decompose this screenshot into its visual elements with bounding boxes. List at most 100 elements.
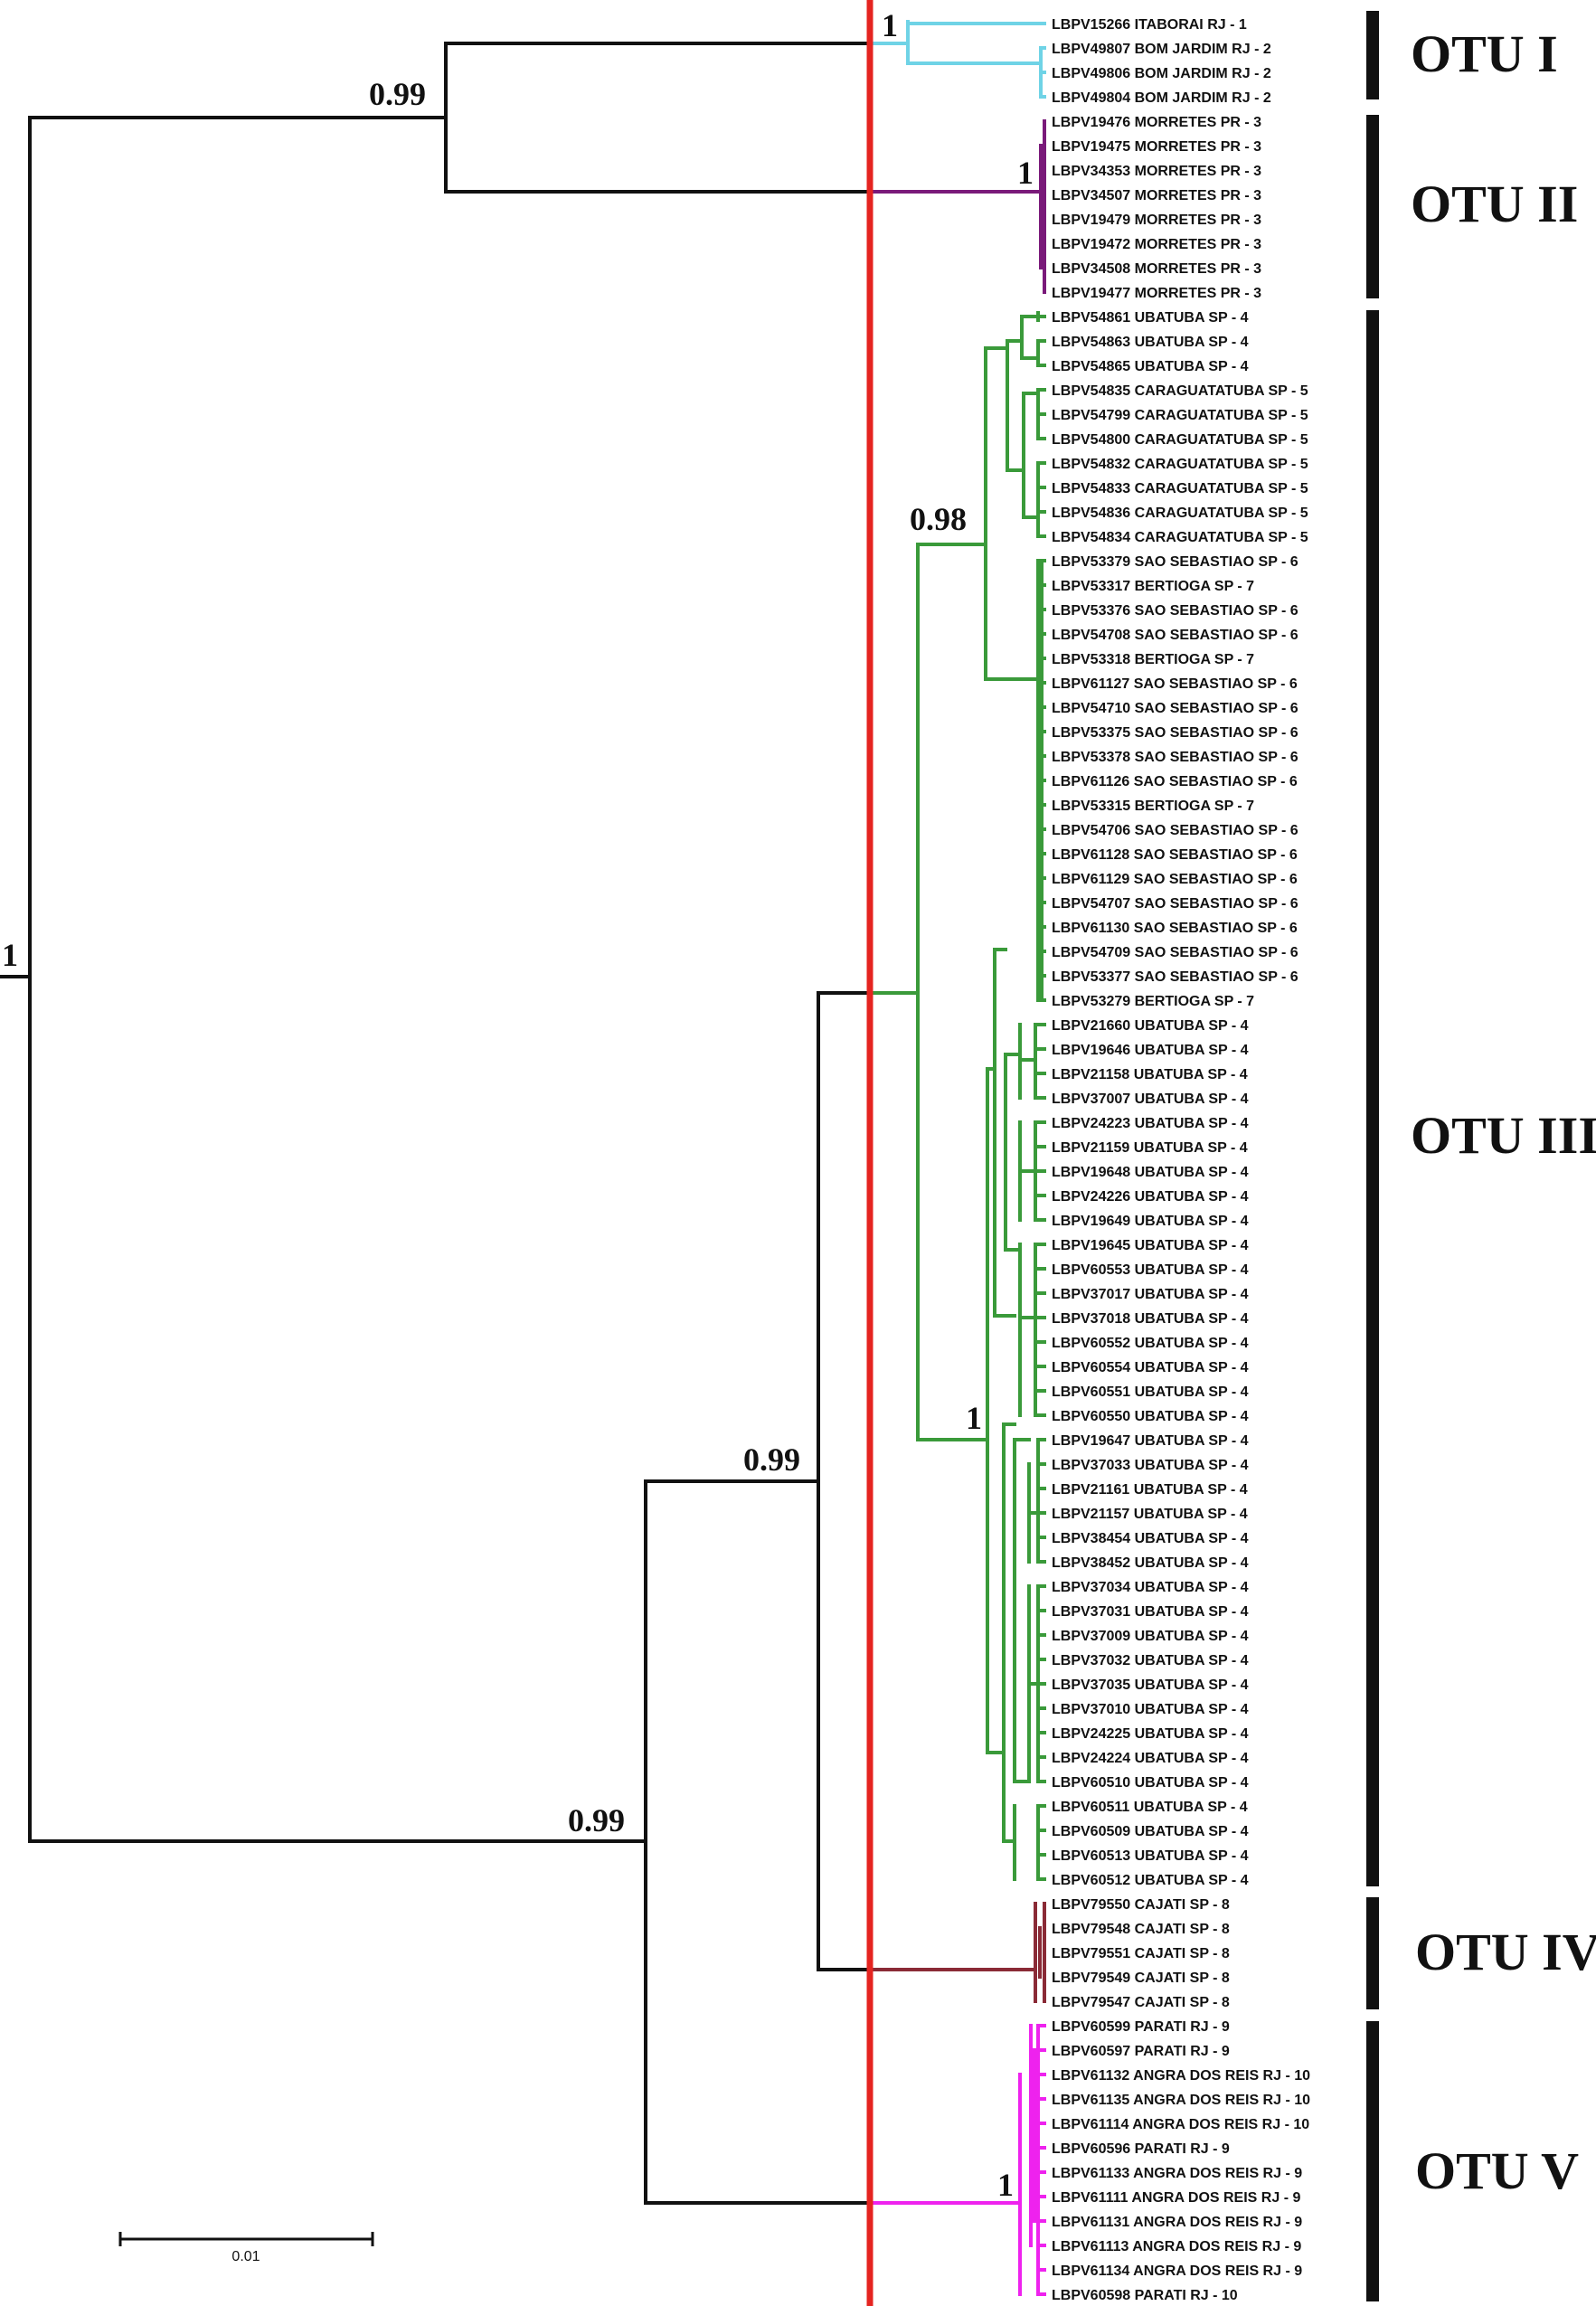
leaf-label: LBPV15266 ITABORAI RJ - 1 — [1052, 17, 1247, 33]
support-otu-i-ii: 0.99 — [369, 76, 426, 112]
leaf-label: LBPV60509 UBATUBA SP - 4 — [1052, 1824, 1249, 1839]
otu-iii-label: OTU III — [1411, 1106, 1596, 1165]
otu-iv-label: OTU IV — [1415, 1923, 1596, 1981]
leaf-label: LBPV60598 PARATI RJ - 10 — [1052, 2288, 1238, 2303]
leaf-label: LBPV60552 UBATUBA SP - 4 — [1052, 1336, 1249, 1351]
leaf-label: LBPV19477 MORRETES PR - 3 — [1052, 286, 1261, 301]
leaf-label: LBPV54800 CARAGUATATUBA SP - 5 — [1052, 432, 1308, 448]
support-clade-098: 0.98 — [910, 501, 967, 537]
leaf-label: LBPV60513 UBATUBA SP - 4 — [1052, 1848, 1249, 1864]
leaf-label: LBPV60597 PARATI RJ - 9 — [1052, 2044, 1230, 2059]
otu-i-label: OTU I — [1411, 24, 1558, 83]
otu-ii-bar — [1366, 115, 1379, 298]
leaf-label: LBPV53378 SAO SEBASTIAO SP - 6 — [1052, 750, 1299, 765]
leaf-label: LBPV79549 CAJATI SP - 8 — [1052, 1970, 1230, 1986]
leaf-label: LBPV37034 UBATUBA SP - 4 — [1052, 1580, 1249, 1595]
support-root: 1 — [2, 937, 18, 973]
leaf-label: LBPV38452 UBATUBA SP - 4 — [1052, 1555, 1249, 1571]
otu-i-bar — [1366, 11, 1379, 99]
leaf-label: LBPV54708 SAO SEBASTIAO SP - 6 — [1052, 628, 1299, 643]
leaf-label: LBPV37017 UBATUBA SP - 4 — [1052, 1287, 1249, 1302]
leaf-label: LBPV37007 UBATUBA SP - 4 — [1052, 1092, 1249, 1107]
leaf-label: LBPV19646 UBATUBA SP - 4 — [1052, 1043, 1249, 1058]
leaf-label: LBPV61111 ANGRA DOS REIS RJ - 9 — [1052, 2190, 1300, 2206]
leaf-label: LBPV19645 UBATUBA SP - 4 — [1052, 1238, 1249, 1253]
support-otu-v: 1 — [997, 2167, 1014, 2203]
leaf-label: LBPV34507 MORRETES PR - 3 — [1052, 188, 1261, 203]
leaf-label: LBPV54709 SAO SEBASTIAO SP - 6 — [1052, 945, 1299, 960]
leaf-label: LBPV54833 CARAGUATATUBA SP - 5 — [1052, 481, 1308, 496]
support-otu-iii-iv: 0.99 — [743, 1441, 800, 1478]
leaf-labels: LBPV15266 ITABORAI RJ - 1 LBPV49807 BOM J… — [1052, 17, 1310, 2303]
leaf-label: LBPV61134 ANGRA DOS REIS RJ - 9 — [1052, 2263, 1302, 2279]
leaf-label: LBPV37018 UBATUBA SP - 4 — [1052, 1311, 1249, 1327]
leaf-label: LBPV53375 SAO SEBASTIAO SP - 6 — [1052, 725, 1299, 741]
leaf-label: LBPV54706 SAO SEBASTIAO SP - 6 — [1052, 823, 1299, 838]
leaf-label: LBPV49804 BOM JARDIM RJ - 2 — [1052, 90, 1271, 106]
leaf-label: LBPV37031 UBATUBA SP - 4 — [1052, 1604, 1249, 1620]
leaf-label: LBPV49807 BOM JARDIM RJ - 2 — [1052, 42, 1271, 57]
leaf-label: LBPV21158 UBATUBA SP - 4 — [1052, 1067, 1248, 1082]
leaf-label: LBPV54799 CARAGUATATUBA SP - 5 — [1052, 408, 1308, 423]
otu-markers: OTU I OTU II OTU III OTU IV OTU V — [1366, 11, 1596, 2301]
otu-ii-label: OTU II — [1411, 175, 1578, 233]
scale-bar: 0.01 — [118, 2232, 374, 2264]
leaf-label: LBPV61127 SAO SEBASTIAO SP - 6 — [1052, 676, 1298, 692]
leaf-label: LBPV53315 BERTIOGA SP - 7 — [1052, 799, 1254, 814]
leaf-label: LBPV38454 UBATUBA SP - 4 — [1052, 1531, 1249, 1546]
leaf-label: LBPV53376 SAO SEBASTIAO SP - 6 — [1052, 603, 1299, 619]
support-otu-i: 1 — [882, 7, 898, 43]
leaf-label: LBPV34508 MORRETES PR - 3 — [1052, 261, 1261, 277]
leaf-label: LBPV61129 SAO SEBASTIAO SP - 6 — [1052, 872, 1298, 887]
leaf-label: LBPV54834 CARAGUATATUBA SP - 5 — [1052, 530, 1308, 545]
leaf-label: LBPV79551 CAJATI SP - 8 — [1052, 1946, 1230, 1961]
leaf-label: LBPV21157 UBATUBA SP - 4 — [1052, 1507, 1248, 1522]
leaf-label: LBPV61130 SAO SEBASTIAO SP - 6 — [1052, 921, 1298, 936]
leaf-label: LBPV19475 MORRETES PR - 3 — [1052, 139, 1261, 155]
leaf-label: LBPV60554 UBATUBA SP - 4 — [1052, 1360, 1249, 1375]
leaf-label: LBPV61132 ANGRA DOS REIS RJ - 10 — [1052, 2068, 1310, 2084]
support-ubatuba-clade: 1 — [966, 1400, 982, 1436]
leaf-label: LBPV19647 UBATUBA SP - 4 — [1052, 1433, 1249, 1449]
leaf-label: LBPV61114 ANGRA DOS REIS RJ - 10 — [1052, 2117, 1309, 2132]
leaf-label: LBPV37032 UBATUBA SP - 4 — [1052, 1653, 1249, 1668]
leaf-label: LBPV53379 SAO SEBASTIAO SP - 6 — [1052, 554, 1299, 570]
leaf-label: LBPV53279 BERTIOGA SP - 7 — [1052, 994, 1254, 1009]
leaf-label: LBPV60596 PARATI RJ - 9 — [1052, 2141, 1230, 2157]
leaf-label: LBPV61131 ANGRA DOS REIS RJ - 9 — [1052, 2215, 1302, 2230]
leaf-label: LBPV60550 UBATUBA SP - 4 — [1052, 1409, 1249, 1424]
leaf-label: LBPV60551 UBATUBA SP - 4 — [1052, 1385, 1249, 1400]
leaf-label: LBPV37009 UBATUBA SP - 4 — [1052, 1629, 1249, 1644]
leaf-label: LBPV79548 CAJATI SP - 8 — [1052, 1922, 1230, 1937]
leaf-label: LBPV19476 MORRETES PR - 3 — [1052, 115, 1261, 130]
otu-iii-bar — [1366, 310, 1379, 1886]
otu-v-label: OTU V — [1415, 2141, 1579, 2200]
leaf-label: LBPV54836 CARAGUATATUBA SP - 5 — [1052, 506, 1308, 521]
leaf-label: LBPV54707 SAO SEBASTIAO SP - 6 — [1052, 896, 1299, 912]
leaf-label: LBPV60553 UBATUBA SP - 4 — [1052, 1262, 1249, 1278]
leaf-label: LBPV53318 BERTIOGA SP - 7 — [1052, 652, 1254, 667]
leaf-label: LBPV19472 MORRETES PR - 3 — [1052, 237, 1261, 252]
leaf-label: LBPV61113 ANGRA DOS REIS RJ - 9 — [1052, 2239, 1301, 2254]
leaf-label: LBPV24223 UBATUBA SP - 4 — [1052, 1116, 1249, 1131]
leaf-label: LBPV53377 SAO SEBASTIAO SP - 6 — [1052, 969, 1299, 985]
otu-v-bar — [1366, 2021, 1379, 2301]
leaf-label: LBPV61128 SAO SEBASTIAO SP - 6 — [1052, 847, 1298, 863]
support-ingroup: 0.99 — [568, 1802, 625, 1838]
scale-bar-label: 0.01 — [231, 2249, 260, 2264]
leaf-label: LBPV19648 UBATUBA SP - 4 — [1052, 1165, 1249, 1180]
tree-branches — [0, 20, 1046, 2296]
leaf-label: LBPV24226 UBATUBA SP - 4 — [1052, 1189, 1249, 1205]
leaf-label: LBPV60512 UBATUBA SP - 4 — [1052, 1873, 1249, 1888]
leaf-label: LBPV79547 CAJATI SP - 8 — [1052, 1995, 1230, 2010]
leaf-label: LBPV24224 UBATUBA SP - 4 — [1052, 1751, 1249, 1766]
leaf-label: LBPV19479 MORRETES PR - 3 — [1052, 213, 1261, 228]
leaf-label: LBPV54710 SAO SEBASTIAO SP - 6 — [1052, 701, 1299, 716]
leaf-label: LBPV37010 UBATUBA SP - 4 — [1052, 1702, 1249, 1717]
leaf-label: LBPV61133 ANGRA DOS REIS RJ - 9 — [1052, 2166, 1302, 2181]
support-otu-ii: 1 — [1017, 155, 1034, 191]
leaf-label: LBPV61126 SAO SEBASTIAO SP - 6 — [1052, 774, 1298, 789]
leaf-label: LBPV21660 UBATUBA SP - 4 — [1052, 1018, 1249, 1034]
support-labels: 1 0.99 1 1 0.99 0.99 0.98 1 1 — [2, 7, 1034, 2203]
